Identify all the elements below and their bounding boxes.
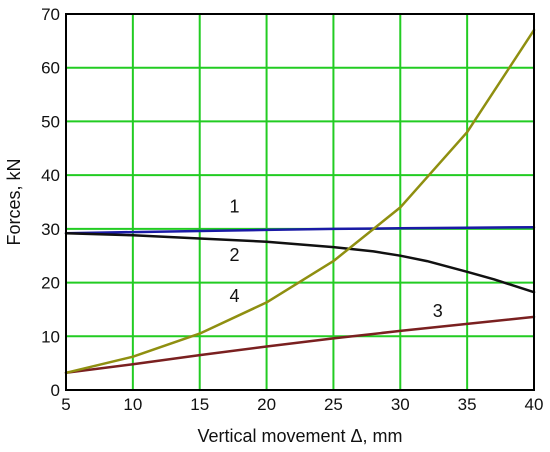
y-tick-label-50: 50 xyxy=(41,112,60,131)
curve-labels: 1 2 3 4 xyxy=(229,197,442,321)
x-tick-label-15: 15 xyxy=(190,395,209,414)
x-tick-label-30: 30 xyxy=(391,395,410,414)
series-line-2 xyxy=(64,231,536,294)
y-tick-label-30: 30 xyxy=(41,220,60,239)
x-tick-label-10: 10 xyxy=(123,395,142,414)
grid xyxy=(65,13,535,391)
x-tick-label-40: 40 xyxy=(525,395,544,414)
series-line-3 xyxy=(64,315,536,375)
y-axis-label: Forces, kN xyxy=(4,158,24,245)
y-tick-label-40: 40 xyxy=(41,166,60,185)
curve-label-2: 2 xyxy=(229,245,239,265)
x-tick-label-20: 20 xyxy=(257,395,276,414)
curve-label-1: 1 xyxy=(229,197,239,217)
series-line-1 xyxy=(64,225,536,235)
y-tick-label-60: 60 xyxy=(41,59,60,78)
y-tick-label-0: 0 xyxy=(51,381,60,400)
x-tick-label-5: 5 xyxy=(61,395,70,414)
x-axis-label: Vertical movement Δ, mm xyxy=(197,426,402,446)
curve-label-3: 3 xyxy=(433,301,443,321)
series-lines xyxy=(64,28,536,375)
y-tick-label-20: 20 xyxy=(41,274,60,293)
plot-frame xyxy=(65,13,535,391)
curve-label-4: 4 xyxy=(229,286,239,306)
y-tick-label-70: 70 xyxy=(41,5,60,24)
x-tick-label-35: 35 xyxy=(458,395,477,414)
series-line-4 xyxy=(64,28,536,375)
tick-labels: 5 10 15 20 25 30 35 40 0 10 20 30 40 50 60 70 xyxy=(41,5,543,414)
y-tick-label-10: 10 xyxy=(41,327,60,346)
x-tick-label-25: 25 xyxy=(324,395,343,414)
